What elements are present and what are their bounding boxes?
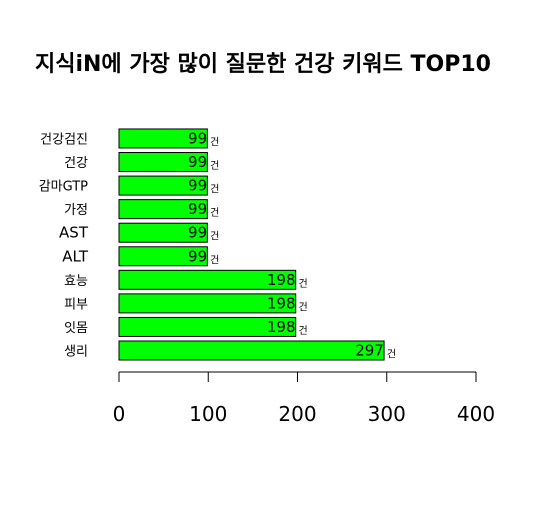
- value-label-5: 99 건: [188, 247, 219, 266]
- category-label-1: 생리: [64, 345, 88, 360]
- value-unit-3: 건: [299, 301, 308, 313]
- value-unit-5: 건: [210, 254, 219, 266]
- category-label-5: ALT: [62, 247, 89, 265]
- value-label-3: 198 건: [267, 294, 308, 313]
- value-label-7: 99 건: [188, 200, 219, 219]
- bar-10: [118, 128, 208, 149]
- bar-8: [118, 175, 208, 196]
- bar-5: [118, 246, 208, 267]
- value-number-1: 297: [355, 342, 384, 360]
- value-unit-2: 건: [299, 325, 308, 337]
- category-label-8: 감마GTP: [39, 180, 88, 195]
- category-label-4: 효능: [64, 274, 88, 289]
- bar-6: [118, 222, 208, 243]
- bars-layer: [118, 128, 385, 361]
- value-label-1: 297 건: [355, 342, 396, 361]
- value-label-4: 198 건: [267, 271, 308, 290]
- value-label-8: 99 건: [188, 177, 219, 196]
- bar-2: [118, 316, 297, 337]
- value-unit-10: 건: [210, 136, 219, 148]
- value-number-3: 198: [267, 294, 296, 312]
- x-tick-label-5: 400: [457, 402, 495, 426]
- x-tick-label-2: 100: [189, 402, 227, 426]
- value-unit-6: 건: [210, 231, 219, 243]
- bar-9: [118, 152, 208, 173]
- value-number-5: 99: [188, 247, 207, 265]
- category-label-6: AST: [59, 224, 89, 242]
- value-label-6: 99 건: [188, 224, 219, 243]
- value-number-2: 198: [267, 318, 296, 336]
- bar-4: [118, 269, 297, 290]
- x-tick-label-3: 200: [278, 402, 316, 426]
- value-number-7: 99: [188, 200, 207, 218]
- value-label-2: 198 건: [267, 318, 308, 337]
- value-number-9: 99: [188, 153, 207, 171]
- value-unit-4: 건: [299, 278, 308, 290]
- x-tick-label-1: 0: [113, 402, 126, 426]
- chart-title: 지식iN에 가장 많이 질문한 건강 키워드 TOP10: [35, 52, 491, 77]
- value-unit-1: 건: [387, 349, 396, 361]
- bar-3: [118, 293, 297, 314]
- value-number-10: 99: [188, 129, 207, 147]
- category-label-9: 건강: [64, 156, 88, 171]
- category-label-10: 건강검진: [40, 132, 88, 147]
- value-number-4: 198: [267, 271, 296, 289]
- value-unit-7: 건: [210, 207, 219, 219]
- value-number-8: 99: [188, 177, 207, 195]
- x-axis: 0 100 200 300 400: [113, 371, 495, 426]
- value-label-10: 99 건: [188, 129, 219, 148]
- category-label-7: 가정: [64, 203, 88, 218]
- value-unit-8: 건: [210, 184, 219, 196]
- bar-1: [118, 340, 385, 361]
- bar-7: [118, 199, 208, 220]
- category-label-2: 잇몸: [64, 321, 88, 336]
- category-labels: 생리 잇몸 피부 효능 ALT AST 가정 감마GTP 건강 건강검진: [39, 132, 89, 359]
- x-tick-label-4: 300: [368, 402, 406, 426]
- value-unit-9: 건: [210, 160, 219, 172]
- value-label-9: 99 건: [188, 153, 219, 172]
- category-label-3: 피부: [64, 297, 88, 312]
- value-number-6: 99: [188, 224, 207, 242]
